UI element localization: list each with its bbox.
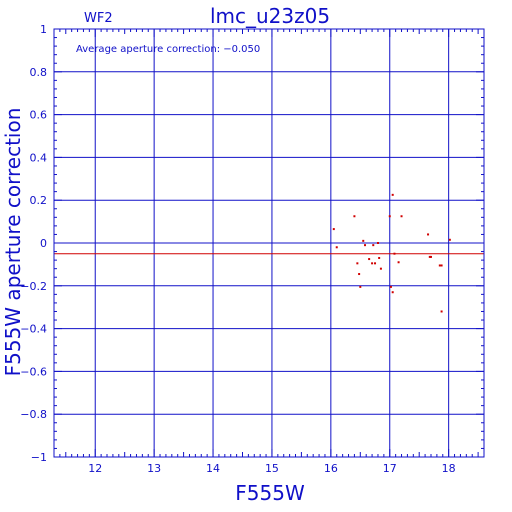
- x-tick-label: 14: [206, 462, 220, 475]
- x-tick-label: 13: [147, 462, 161, 475]
- data-point: [440, 264, 443, 267]
- y-tick-label: 1: [40, 23, 47, 36]
- chart-title: lmc_u23z05: [210, 4, 330, 28]
- x-axis-title: F555W: [235, 481, 305, 505]
- average-annotation: Average aperture correction: −0.050: [76, 44, 260, 55]
- data-point: [388, 215, 391, 218]
- y-tick-label: −0.8: [20, 408, 47, 421]
- data-point: [372, 244, 375, 247]
- data-point: [397, 261, 400, 264]
- data-point: [356, 262, 359, 265]
- data-point: [364, 244, 367, 247]
- x-tick-label: 12: [88, 462, 102, 475]
- reference-lines: [54, 242, 484, 255]
- x-tick-label: 17: [383, 462, 397, 475]
- data-point: [427, 233, 430, 236]
- data-point: [378, 256, 381, 259]
- y-tick-label: 0.4: [30, 151, 48, 164]
- data-point: [391, 193, 394, 196]
- corner-label: WF2: [84, 11, 113, 26]
- y-tick-label: 0.6: [30, 109, 48, 122]
- data-point: [440, 310, 443, 313]
- plot-frame: [53, 28, 485, 458]
- y-tick-label: −0.4: [20, 323, 47, 336]
- data-points: [332, 193, 451, 313]
- data-point: [376, 242, 379, 244]
- data-point: [391, 291, 394, 294]
- y-tick-label: −1: [31, 451, 47, 464]
- x-tick-label: 15: [265, 462, 279, 475]
- data-point: [353, 215, 356, 218]
- y-tick-label: −0.6: [20, 365, 47, 378]
- data-point: [448, 238, 451, 241]
- data-point: [393, 252, 396, 255]
- data-point: [389, 285, 392, 288]
- y-tick-label: −0.2: [20, 280, 47, 293]
- y-axis-title: F555W aperture correction: [1, 108, 25, 377]
- x-tick-label: 18: [442, 462, 456, 475]
- y-tick-label: 0.2: [30, 194, 48, 207]
- data-point: [362, 239, 365, 242]
- data-point: [358, 273, 361, 276]
- data-point: [332, 228, 335, 231]
- data-point: [400, 215, 403, 218]
- x-tick-label: 16: [324, 462, 338, 475]
- data-point: [438, 264, 441, 267]
- data-point: [359, 285, 362, 288]
- data-point: [379, 267, 382, 270]
- y-tick-label: 0: [40, 237, 47, 250]
- data-point: [368, 258, 371, 261]
- data-point: [429, 255, 432, 258]
- data-point: [335, 246, 338, 249]
- tick-labels: 12 13 14 15 16 17 18 −1 −0.8 −0.6 −0.4 −0.2 0 0.2 0.4 0…: [20, 23, 455, 475]
- data-point: [374, 262, 377, 265]
- y-tick-label: 0.8: [30, 66, 48, 79]
- data-point: [428, 255, 431, 258]
- data-point: [371, 262, 374, 265]
